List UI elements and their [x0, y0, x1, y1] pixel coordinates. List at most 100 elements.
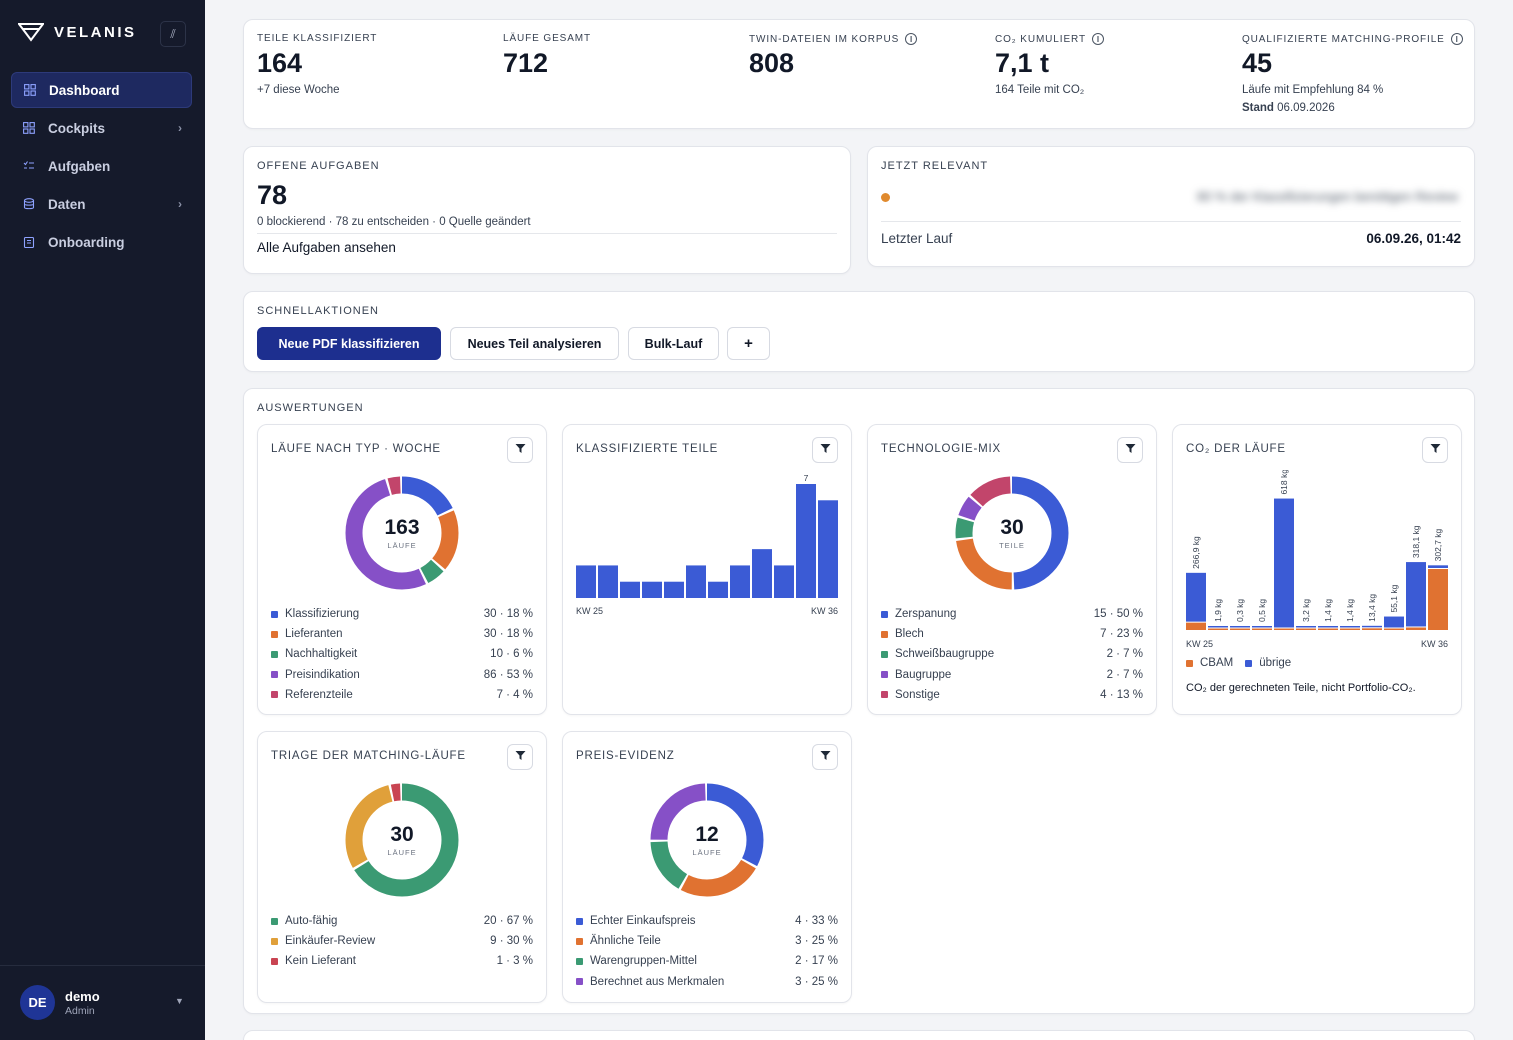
filter-button[interactable] [812, 437, 838, 463]
bar-segment-other[interactable] [1428, 565, 1448, 568]
bar-segment-cbam[interactable] [1230, 628, 1250, 631]
new-part-analyze-button[interactable]: Neues Teil analysieren [450, 327, 619, 360]
chart-card-technologie: TECHNOLOGIE-MIX 30 TEILE Zerspanung 15 · 50 … [867, 424, 1157, 715]
bar-segment-cbam[interactable] [1186, 622, 1206, 630]
sidebar-collapse-button[interactable]: ⫽ [160, 21, 186, 47]
legend-label: Ähnliche Teile [590, 935, 661, 948]
bar-segment-cbam[interactable] [1384, 628, 1404, 631]
donut-slice[interactable] [345, 783, 459, 897]
stacked-bar-chart-svg: 266,9 kg 1,9 kg 0,3 kg 0,5 kg 618 kg 3,2 kg 1,… [1186, 470, 1448, 649]
brand[interactable]: VELANIS [18, 22, 137, 42]
legend-item[interactable]: Klassifizierung 30 · 18 % [271, 604, 533, 624]
bar-segment-other[interactable] [1252, 626, 1272, 628]
bulk-run-button[interactable]: Bulk-Lauf [628, 327, 719, 360]
bar[interactable] [708, 581, 728, 598]
bar-segment-cbam[interactable] [1274, 628, 1294, 631]
legend-item[interactable]: Preisindikation 86 · 53 % [271, 665, 533, 685]
kpi-card: Teile klassifiziert 164 +7 diese Woche Läuf… [243, 19, 1475, 129]
bar-segment-other[interactable] [1318, 626, 1338, 628]
legend-item[interactable]: Berechnet aus Merkmalen 3 · 25 % [576, 972, 838, 992]
legend-item[interactable]: Warengruppen-Mittel 2 · 17 % [576, 951, 838, 971]
bar-segment-other[interactable] [1186, 572, 1206, 622]
info-icon[interactable]: i [1450, 33, 1463, 45]
donut-slice[interactable] [955, 476, 1069, 590]
relevant-message[interactable]: 80 % der Klassifizierungen benötigen Rev… [1197, 189, 1458, 204]
legend-item[interactable]: Nachhaltigkeit 10 · 6 % [271, 644, 533, 664]
legend-swatch [271, 691, 278, 699]
user-menu[interactable]: DE demo Admin ▼ [0, 965, 205, 1040]
bar-segment-other[interactable] [1208, 626, 1228, 628]
bar-segment-cbam[interactable] [1208, 628, 1228, 631]
legend-value: 1 · 3 % [496, 955, 533, 968]
bar[interactable] [796, 484, 816, 598]
donut-slice[interactable] [955, 476, 1069, 590]
legend-item[interactable]: Referenzteile 7 · 4 % [271, 685, 533, 705]
legend-item[interactable]: übrige [1245, 657, 1291, 669]
bar[interactable] [664, 581, 684, 598]
bar-segment-other[interactable] [1230, 626, 1250, 628]
bar-segment-cbam[interactable] [1340, 628, 1360, 631]
legend-item[interactable]: Ähnliche Teile 3 · 25 % [576, 931, 838, 951]
sidebar-item-cockpits[interactable]: Cockpits › [11, 110, 192, 146]
new-pdf-classify-button[interactable]: Neue PDF klassifizieren [257, 327, 441, 360]
info-icon[interactable]: i [1091, 33, 1104, 45]
add-action-button[interactable]: + [727, 327, 770, 360]
bar-segment-other[interactable] [1340, 626, 1360, 628]
bar-segment-other[interactable] [1296, 626, 1316, 628]
legend-item[interactable]: Schweißbaugruppe 2 · 7 % [881, 644, 1143, 664]
sidebar-item-daten[interactable]: Daten › [11, 186, 192, 222]
bar-segment-other[interactable] [1384, 616, 1404, 628]
filter-button[interactable] [812, 744, 838, 770]
legend-value: 20 · 67 % [483, 915, 533, 928]
legend-item[interactable]: Kein Lieferant 1 · 3 % [271, 951, 533, 971]
donut-slice[interactable] [650, 783, 764, 897]
sidebar-item-onboarding[interactable]: Onboarding [11, 224, 192, 260]
sidebar-item-dashboard[interactable]: Dashboard [11, 72, 192, 108]
bar[interactable] [752, 549, 772, 598]
legend-item[interactable]: Echter Einkaufspreis 4 · 33 % [576, 911, 838, 931]
bar-segment-cbam[interactable] [1296, 628, 1316, 631]
filter-button[interactable] [1422, 437, 1448, 463]
bar[interactable] [730, 565, 750, 598]
filter-button[interactable] [507, 744, 533, 770]
legend-item[interactable]: Auto-fähig 20 · 67 % [271, 911, 533, 931]
bar[interactable] [620, 581, 640, 598]
filter-button[interactable] [507, 437, 533, 463]
bar[interactable] [642, 581, 662, 598]
legend-item[interactable]: Baugruppe 2 · 7 % [881, 665, 1143, 685]
filter-icon [515, 441, 526, 459]
legend-item[interactable]: Lieferanten 30 · 18 % [271, 624, 533, 644]
bar[interactable] [686, 565, 706, 598]
donut-slice[interactable] [345, 476, 459, 590]
bar-segment-other[interactable] [1274, 498, 1294, 628]
bar-segment-cbam[interactable] [1318, 628, 1338, 631]
bar[interactable] [818, 500, 838, 598]
bar-segment-cbam[interactable] [1428, 568, 1448, 630]
bar-segment-cbam[interactable] [1362, 628, 1382, 630]
all-tasks-link[interactable]: Alle Aufgaben ansehen [257, 240, 396, 255]
bar[interactable] [576, 565, 596, 598]
info-icon[interactable]: i [905, 33, 918, 45]
bar-segment-other[interactable] [1362, 625, 1382, 628]
donut-slice[interactable] [345, 476, 459, 590]
legend-item[interactable]: Zerspanung 15 · 50 % [881, 604, 1143, 624]
bar-segment-cbam[interactable] [1252, 628, 1272, 631]
bar[interactable] [774, 565, 794, 598]
donut-slice[interactable] [345, 476, 459, 590]
donut-slice[interactable] [345, 783, 459, 897]
grid-icon [23, 83, 37, 97]
sidebar-item-label: Dashboard [49, 82, 120, 98]
donut-slice[interactable] [650, 783, 764, 897]
sidebar-item-aufgaben[interactable]: Aufgaben [11, 148, 192, 184]
legend-item[interactable]: CBAM [1186, 657, 1233, 669]
legend-item[interactable]: Einkäufer-Review 9 · 30 % [271, 931, 533, 951]
bar-segment-other[interactable] [1406, 562, 1426, 627]
legend-item[interactable]: Sonstige 4 · 13 % [881, 685, 1143, 705]
bar[interactable] [598, 565, 618, 598]
legend-item[interactable]: Blech 7 · 23 % [881, 624, 1143, 644]
sidebar-item-label: Aufgaben [48, 158, 111, 174]
filter-button[interactable] [1117, 437, 1143, 463]
bar-segment-cbam[interactable] [1406, 627, 1426, 630]
caret-down-icon[interactable]: ▼ [175, 996, 184, 1006]
open-tasks-card: Offene Aufgaben 78 0 blockierend · 78 zu… [243, 146, 851, 274]
